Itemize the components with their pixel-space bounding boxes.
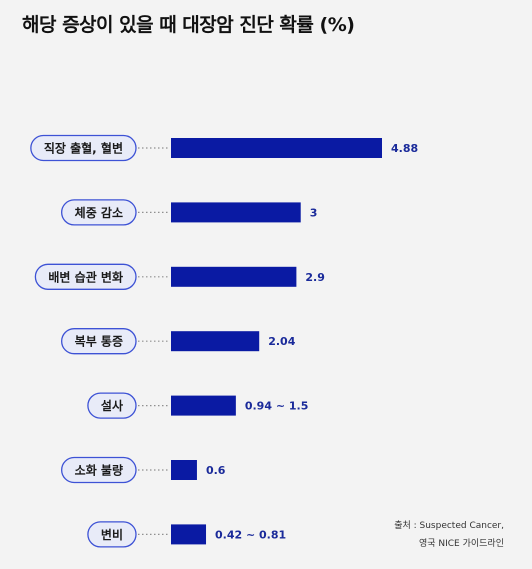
value-label: 2.9	[305, 271, 325, 284]
bar	[171, 460, 197, 480]
source-note: 출처 : Suspected Cancer, 영국 NICE 가이드라인	[394, 517, 504, 553]
category-label: 설사	[101, 398, 123, 413]
category-label: 복부 통증	[75, 334, 123, 349]
value-label: 0.42 ~ 0.81	[215, 528, 286, 541]
value-label: 0.94 ~ 1.5	[245, 400, 309, 413]
category-label: 소화 불량	[75, 463, 123, 478]
category-label: 체중 감소	[75, 205, 123, 220]
chart-title: 해당 증상이 있을 때 대장암 진단 확률 (%)	[22, 14, 355, 36]
category-label: 배변 습관 변화	[48, 269, 123, 284]
category-pill	[61, 199, 137, 226]
category-pill	[87, 521, 137, 548]
bar	[171, 266, 297, 287]
source-line-1: 출처 : Suspected Cancer,	[394, 521, 504, 531]
value-label: 0.6	[206, 464, 226, 477]
value-label: 3	[310, 206, 318, 219]
category-pill	[61, 456, 137, 484]
bar	[171, 331, 260, 352]
category-pill	[34, 263, 137, 290]
category-pill	[61, 328, 137, 355]
bar	[171, 202, 301, 223]
source-line-2: 영국 NICE 가이드라인	[418, 539, 504, 549]
category-pill	[87, 392, 137, 419]
bar	[171, 138, 382, 158]
bar	[171, 524, 207, 545]
bar	[171, 395, 236, 416]
category-label: 직장 출혈, 혈변	[44, 141, 123, 156]
category-pill	[30, 134, 137, 162]
value-label: 4.88	[391, 142, 418, 155]
value-label: 2.04	[268, 335, 295, 348]
category-label: 변비	[101, 527, 123, 542]
